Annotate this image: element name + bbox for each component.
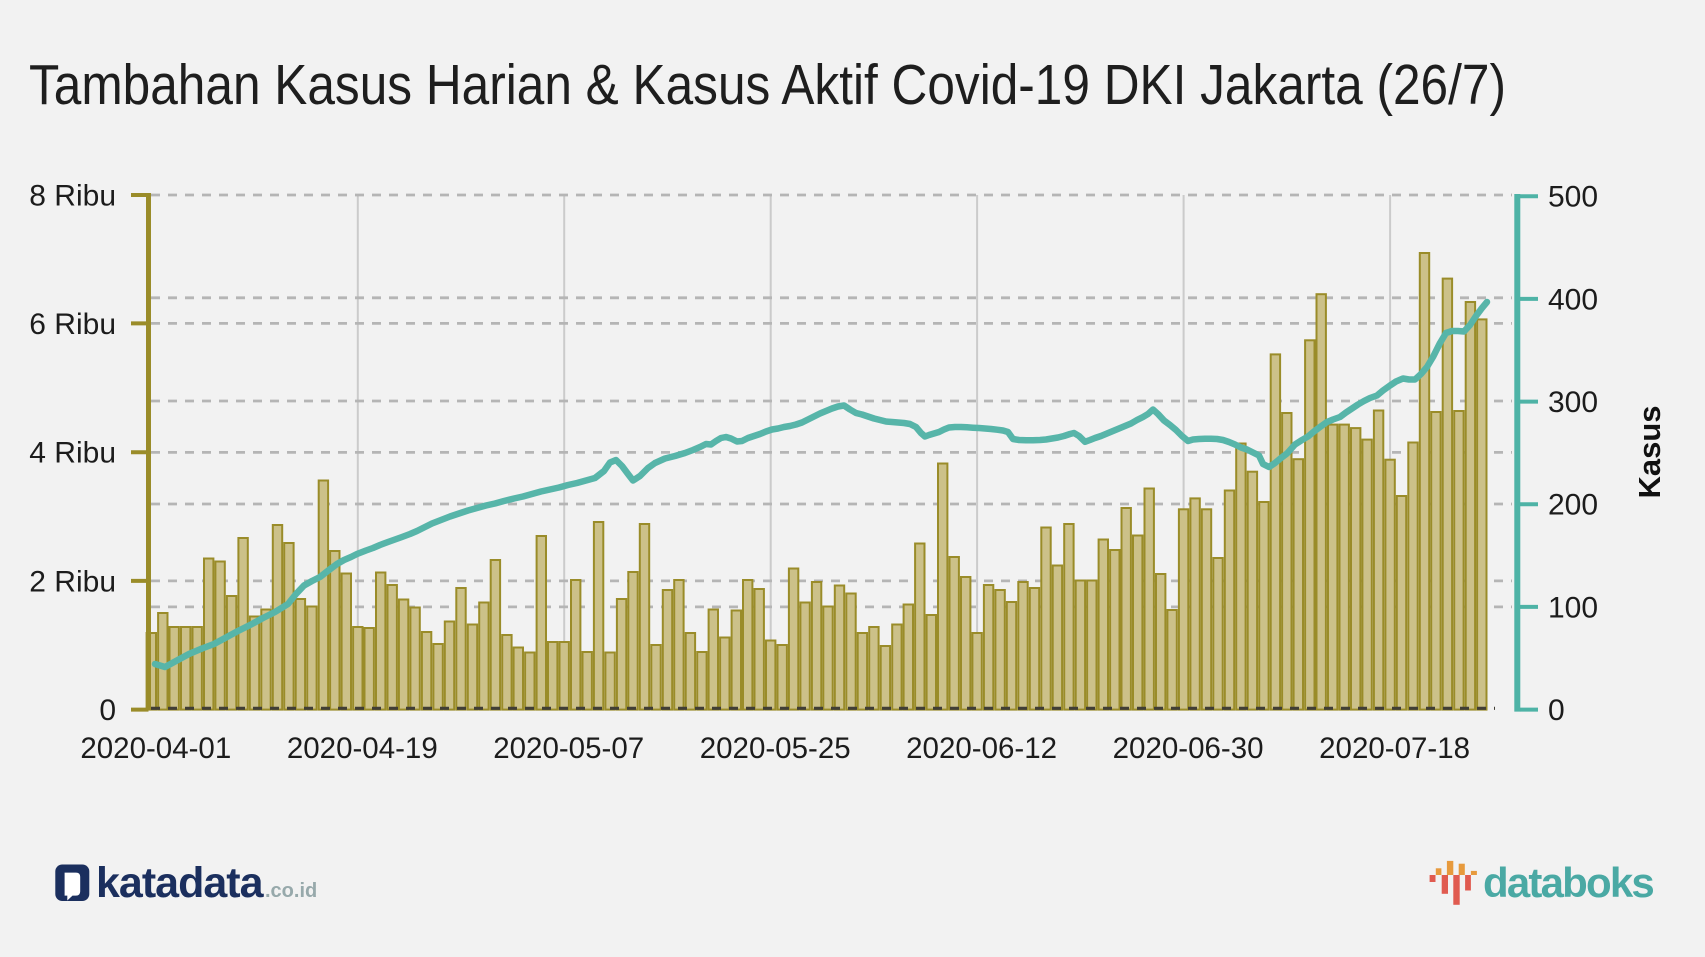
- svg-text:2020-05-07: 2020-05-07: [493, 732, 644, 765]
- svg-text:2020-06-30: 2020-06-30: [1113, 732, 1264, 765]
- svg-text:2020-06-12: 2020-06-12: [906, 732, 1057, 765]
- svg-text:2020-07-18: 2020-07-18: [1319, 732, 1470, 765]
- svg-text:2 Ribu: 2 Ribu: [29, 565, 116, 598]
- svg-text:.co.id: .co.id: [265, 880, 317, 902]
- svg-text:300: 300: [1548, 386, 1598, 419]
- svg-text:databoks: databoks: [1483, 859, 1653, 906]
- svg-text:400: 400: [1548, 283, 1598, 316]
- svg-text:2020-05-25: 2020-05-25: [700, 732, 851, 765]
- svg-text:0: 0: [1548, 694, 1565, 727]
- svg-text:500: 500: [1548, 181, 1598, 214]
- svg-text:200: 200: [1548, 489, 1598, 522]
- svg-text:4 Ribu: 4 Ribu: [29, 437, 116, 470]
- svg-text:0: 0: [99, 694, 116, 727]
- svg-text:6 Ribu: 6 Ribu: [29, 308, 116, 341]
- svg-text:Tambahan Kasus Harian & Kasus: Tambahan Kasus Harian & Kasus Aktif Covi…: [29, 53, 1506, 117]
- svg-text:100: 100: [1548, 591, 1598, 624]
- svg-text:2020-04-01: 2020-04-01: [80, 732, 231, 765]
- svg-text:8 Ribu: 8 Ribu: [29, 180, 116, 213]
- svg-text:Kasus: Kasus: [1632, 405, 1667, 498]
- svg-text:katadata: katadata: [96, 859, 265, 907]
- svg-text:2020-04-19: 2020-04-19: [287, 732, 438, 765]
